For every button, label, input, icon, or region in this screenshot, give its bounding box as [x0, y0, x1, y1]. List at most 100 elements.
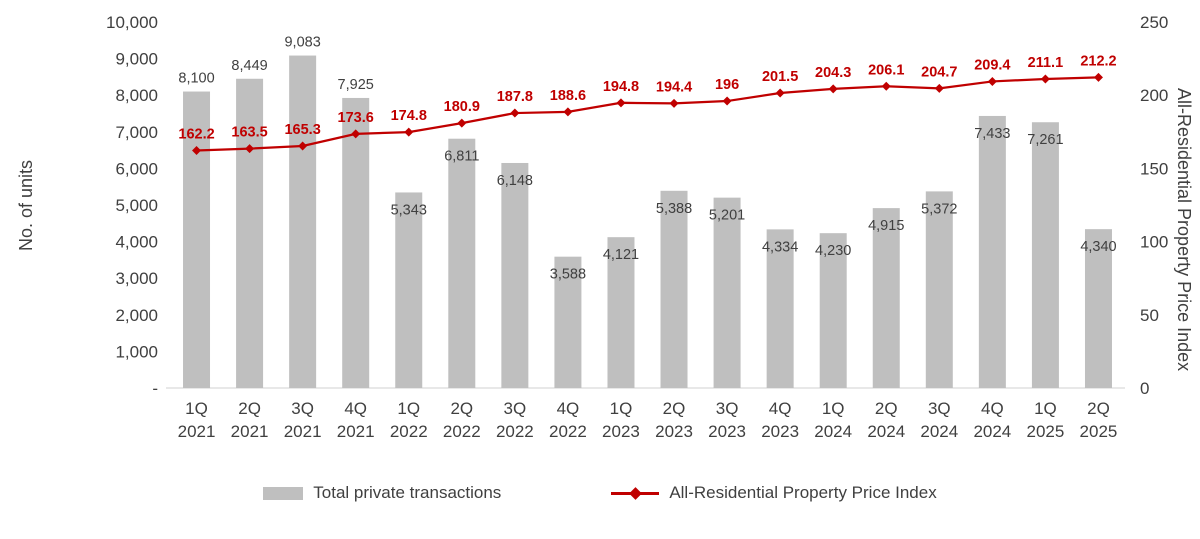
x-tick-year: 2024 [973, 422, 1011, 441]
diamond-marker-icon [298, 141, 308, 151]
x-tick-quarter: 3Q [928, 399, 951, 418]
bar-swatch-icon [263, 486, 304, 500]
price-index-line [196, 76, 1099, 152]
diamond-marker-icon [404, 127, 414, 137]
x-tick-quarter: 2Q [450, 399, 473, 418]
left-axis-title: No. of units [16, 159, 36, 251]
left-axis-tick: 6,000 [115, 159, 158, 178]
bar-value-label: 6,148 [497, 173, 533, 189]
x-tick-year: 2024 [920, 422, 958, 441]
index-value-label: 204.3 [815, 65, 851, 81]
legend: Total private transactions All-Residenti… [0, 483, 1200, 503]
x-tick-year: 2022 [443, 422, 481, 441]
x-tick-quarter: 2Q [1087, 399, 1110, 418]
bar [289, 55, 317, 389]
index-value-label: 163.5 [231, 125, 267, 141]
right-axis-tick: 200 [1140, 86, 1168, 105]
x-tick-quarter: 4Q [769, 399, 792, 418]
x-tick-quarter: 3Q [504, 399, 527, 418]
index-value-label: 212.2 [1080, 53, 1116, 69]
index-value-label: 180.9 [444, 99, 480, 115]
x-tick-quarter: 4Q [981, 399, 1004, 418]
bar-value-label: 7,925 [338, 77, 374, 93]
diamond-marker-icon [722, 96, 732, 106]
bar [236, 78, 264, 388]
bar [448, 138, 476, 388]
x-tick-year: 2021 [337, 422, 375, 441]
bar [978, 115, 1006, 388]
diamond-marker-icon [245, 144, 255, 154]
diamond-marker-icon [351, 129, 361, 139]
bar-value-label: 5,201 [709, 208, 745, 224]
x-tick-quarter: 2Q [663, 399, 686, 418]
x-tick-year: 2021 [231, 422, 269, 441]
diamond-marker-icon [616, 98, 626, 108]
bar-value-label: 4,340 [1080, 239, 1116, 255]
diamond-marker-icon [828, 84, 838, 94]
diamond-marker-icon [987, 76, 997, 86]
x-tick-quarter: 3Q [716, 399, 739, 418]
index-value-label: 162.2 [178, 127, 214, 143]
index-value-label: 201.5 [762, 69, 798, 85]
x-tick-year: 2024 [814, 422, 852, 441]
index-value-label: 173.6 [338, 110, 374, 126]
bar [660, 190, 688, 388]
index-value-label: 165.3 [284, 122, 320, 138]
bar-value-label: 5,343 [391, 202, 427, 218]
x-tick-year: 2022 [390, 422, 428, 441]
bar-value-label: 4,915 [868, 218, 904, 234]
x-tick-year: 2025 [1080, 422, 1118, 441]
left-axis-tick: 7,000 [115, 123, 158, 142]
left-axis-tick: 5,000 [115, 196, 158, 215]
bar [607, 237, 635, 388]
x-tick-year: 2022 [549, 422, 587, 441]
diamond-marker-icon [775, 88, 785, 98]
bar-value-label: 8,100 [178, 71, 214, 87]
bar-value-label: 5,388 [656, 201, 692, 217]
index-value-label: 209.4 [974, 57, 1010, 73]
right-axis-tick: 50 [1140, 306, 1159, 325]
line-swatch-diamond [629, 487, 643, 500]
x-tick-quarter: 1Q [610, 399, 633, 418]
legend-item-transactions: Total private transactions [263, 483, 501, 503]
x-tick-year: 2021 [178, 422, 216, 441]
left-axis-tick: - [152, 379, 158, 398]
legend-item-price-index: All-Residential Property Price Index [611, 483, 937, 503]
x-tick-quarter: 4Q [557, 399, 580, 418]
index-value-label: 194.8 [603, 79, 639, 95]
x-tick-year: 2023 [602, 422, 640, 441]
bar-value-label: 6,811 [444, 149, 479, 165]
x-tick-quarter: 1Q [185, 399, 208, 418]
bar-value-label: 4,121 [603, 247, 639, 263]
diamond-marker-icon [881, 81, 891, 91]
x-tick-year: 2024 [867, 422, 905, 441]
bar-value-label: 4,334 [762, 239, 798, 255]
index-value-label: 187.8 [497, 89, 533, 105]
bar [925, 191, 953, 388]
left-axis-tick: 4,000 [115, 233, 158, 252]
x-tick-year: 2025 [1027, 422, 1065, 441]
bar [766, 229, 794, 388]
right-axis-tick: 150 [1140, 159, 1168, 178]
diamond-marker-icon [1093, 72, 1103, 82]
left-axis-tick: 9,000 [115, 50, 158, 69]
x-tick-quarter: 1Q [1034, 399, 1057, 418]
bar-value-label: 5,372 [921, 201, 957, 217]
bar-value-label: 8,449 [231, 58, 267, 74]
diamond-marker-icon [192, 146, 202, 156]
x-tick-quarter: 4Q [344, 399, 367, 418]
legend-label-price-index: All-Residential Property Price Index [669, 483, 937, 502]
index-value-label: 204.7 [921, 64, 957, 80]
plot-area: - 1,000 2,000 3,000 4,000 5,000 6,000 7,000 8,00… [106, 13, 1168, 441]
left-axis-tick: 10,000 [106, 13, 158, 32]
x-tick-year: 2022 [496, 422, 534, 441]
x-tick-year: 2023 [761, 422, 799, 441]
diamond-marker-icon [563, 107, 573, 117]
index-value-label: 194.4 [656, 79, 692, 95]
left-axis-tick: 2,000 [115, 306, 158, 325]
left-axis-tick: 1,000 [115, 342, 158, 361]
bar-value-label: 7,433 [974, 126, 1010, 142]
bar [713, 197, 741, 388]
bar [1084, 229, 1112, 388]
diamond-marker-icon [669, 98, 679, 108]
